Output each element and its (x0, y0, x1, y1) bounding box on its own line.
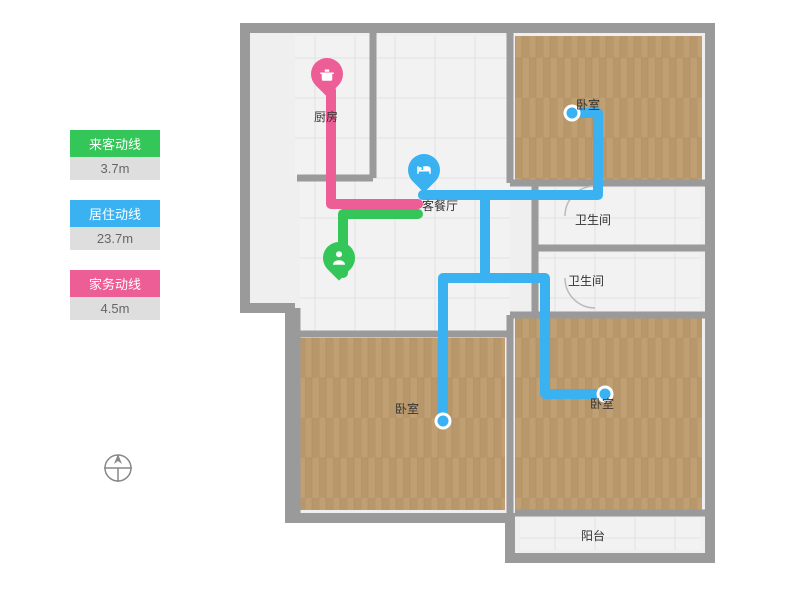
legend-housework-label: 家务动线 (70, 270, 160, 297)
pot-icon (318, 65, 336, 83)
legend-living-value: 23.7m (70, 227, 160, 250)
legend-guest-value: 3.7m (70, 157, 160, 180)
legend-housework-value: 4.5m (70, 297, 160, 320)
compass-icon (100, 450, 136, 491)
legend-living-label: 居住动线 (70, 200, 160, 227)
room-bedroom-tr-floor (515, 36, 702, 181)
legend-living: 居住动线 23.7m (70, 200, 160, 250)
floorplan (235, 18, 765, 573)
legend: 来客动线 3.7m 居住动线 23.7m 家务动线 4.5m (70, 130, 160, 340)
person-icon (330, 249, 348, 267)
marker-entry (323, 242, 355, 282)
legend-guest-label: 来客动线 (70, 130, 160, 157)
bed-icon (415, 161, 433, 179)
room-bath2-floor (540, 253, 700, 311)
room-balcony-floor (520, 518, 700, 550)
marker-kitchen (311, 58, 343, 98)
legend-housework: 家务动线 4.5m (70, 270, 160, 320)
legend-guest: 来客动线 3.7m (70, 130, 160, 180)
room-bedroom-bl-floor (300, 338, 505, 510)
room-extra-floor (377, 36, 507, 178)
marker-ldk (408, 154, 440, 194)
